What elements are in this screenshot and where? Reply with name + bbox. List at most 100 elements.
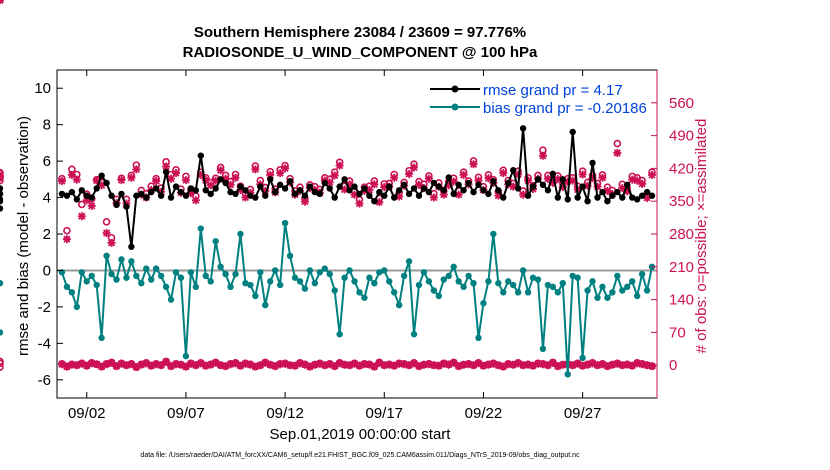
bias-point xyxy=(262,301,269,309)
bias-point xyxy=(450,263,457,270)
bias-point xyxy=(123,274,130,281)
bias-point xyxy=(108,270,115,278)
rmse-point xyxy=(465,179,472,187)
legend-rmse-label: rmse grand pr = 4.17 xyxy=(483,82,623,99)
bias-point xyxy=(490,230,497,238)
obs_assimilated-marker xyxy=(335,161,344,170)
y2-tick-label: 420 xyxy=(669,160,694,177)
bias-point xyxy=(157,272,165,280)
rmse-point xyxy=(633,196,641,203)
rmse-point xyxy=(445,174,452,181)
obs_assimilated-marker xyxy=(538,151,547,160)
rmse-point xyxy=(534,176,542,183)
bias-point xyxy=(539,345,547,352)
obs_assimilated-marker xyxy=(578,170,587,179)
bias-point xyxy=(509,281,517,289)
rmse-point xyxy=(371,198,378,205)
bias-point xyxy=(633,292,641,300)
bias-point xyxy=(629,278,636,285)
bias-point xyxy=(430,287,438,294)
bias-point xyxy=(212,238,219,245)
bias-point xyxy=(559,280,566,287)
rmse-point xyxy=(638,192,646,199)
rmse-point xyxy=(475,181,482,188)
bias-point xyxy=(395,301,403,309)
rmse-point xyxy=(177,188,185,196)
y-tick-label: 6 xyxy=(43,153,51,170)
rmse-point xyxy=(0,185,4,192)
rmse-point xyxy=(232,190,239,198)
bias-point xyxy=(78,269,85,276)
obs_possible-marker xyxy=(77,200,86,209)
obs_possible-marker xyxy=(613,139,622,148)
y2-tick-label: 280 xyxy=(669,226,694,243)
bias-point xyxy=(138,280,145,287)
rmse-point xyxy=(301,192,309,199)
bias-point xyxy=(346,267,353,274)
obs_assimilated-marker xyxy=(152,177,161,186)
y2-tick-label: 560 xyxy=(669,95,694,112)
bias-point xyxy=(351,278,358,285)
rmse-point xyxy=(356,190,363,198)
rmse-point xyxy=(455,181,462,188)
bias-point xyxy=(475,334,482,342)
y-axis-label: rmse and bias (model - observation) xyxy=(15,116,32,356)
bias-point xyxy=(336,331,343,338)
bias-point xyxy=(257,269,264,276)
y-tick-label: 0 xyxy=(43,262,51,279)
x-tick-label: 09/07 xyxy=(167,405,205,422)
bias-point xyxy=(366,274,373,281)
bias-point xyxy=(465,272,472,280)
bias-point xyxy=(460,283,467,291)
rmse-point xyxy=(257,183,264,190)
rmse-point xyxy=(589,159,596,167)
rmse-point xyxy=(212,185,219,192)
obs_assimilated-marker xyxy=(87,201,96,210)
bias-point xyxy=(276,281,284,289)
rmse-point xyxy=(529,183,537,190)
y2-tick-label: 70 xyxy=(669,324,686,341)
rmse-point xyxy=(480,187,487,194)
bias-point xyxy=(252,292,259,300)
rmse-point xyxy=(505,179,512,187)
rmse-point xyxy=(430,179,438,187)
rmse-point xyxy=(113,201,120,209)
rmse-point xyxy=(564,196,571,203)
bias-point xyxy=(549,283,557,291)
axes-layer: 09/02 09/07 09/12 09/17 09/22 09/27 -6 -4 -2 0 2 4 6… xyxy=(34,69,694,422)
bias-point xyxy=(281,219,289,227)
rmse-point xyxy=(435,183,443,190)
obs_assimilated-marker xyxy=(628,175,637,184)
rmse-point xyxy=(514,185,522,192)
bias-point xyxy=(148,276,155,283)
bias-point xyxy=(242,280,249,287)
rmse-point xyxy=(167,194,175,201)
rmse-point xyxy=(187,185,195,192)
rmse-point xyxy=(123,203,130,210)
bias-point xyxy=(594,294,601,301)
bias-point xyxy=(604,294,611,301)
rmse-point xyxy=(148,188,155,196)
rmse-point xyxy=(152,185,160,192)
rmse-point xyxy=(549,170,557,178)
y2-tick-label: 0 xyxy=(669,357,677,374)
rmse-point xyxy=(311,188,319,196)
y2-tick-label: 210 xyxy=(669,259,694,276)
rmse-point xyxy=(648,192,656,199)
rmse-point xyxy=(0,190,4,198)
rmse-point xyxy=(118,190,125,198)
bias-point xyxy=(232,270,239,278)
rmse-point xyxy=(291,190,299,198)
bias-point xyxy=(390,289,398,296)
rmse-point xyxy=(619,194,626,201)
bias-point xyxy=(455,278,462,285)
rmse-point xyxy=(386,183,393,190)
bias-point xyxy=(291,274,299,281)
rmse-point xyxy=(68,188,76,196)
bias-point xyxy=(381,267,388,274)
rmse-point xyxy=(247,192,254,199)
rmse-point xyxy=(415,192,423,199)
rmse-point xyxy=(73,196,81,203)
bias-point xyxy=(103,252,110,260)
bias-point xyxy=(68,289,76,296)
